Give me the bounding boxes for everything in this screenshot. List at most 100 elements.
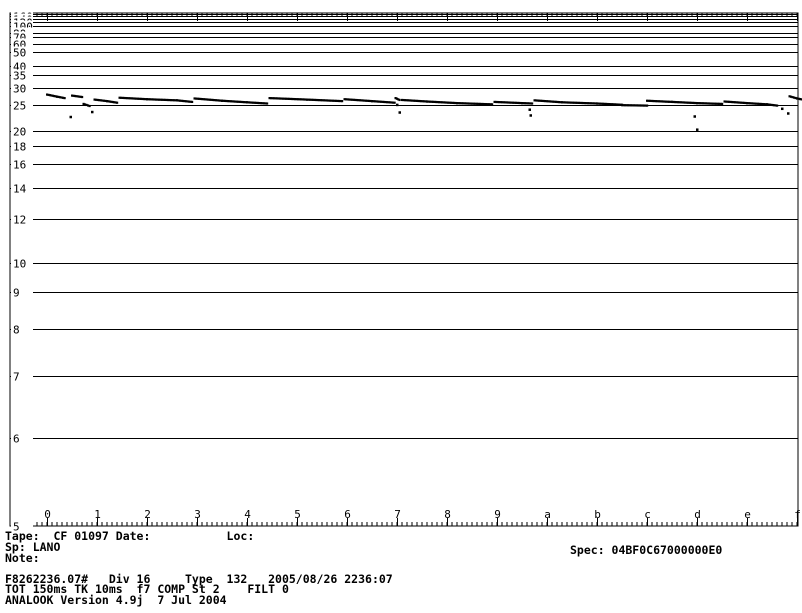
- data-point: [693, 101, 696, 105]
- data-point: [436, 100, 439, 104]
- y-label-bg: [11, 60, 33, 72]
- data-point: [50, 94, 53, 97]
- data-point: [286, 97, 289, 100]
- data-point: [465, 102, 468, 105]
- y-label-bg: [11, 140, 33, 152]
- data-point: [328, 99, 332, 102]
- data-point: [164, 98, 167, 101]
- data-point: [622, 104, 625, 107]
- data-point: [718, 102, 721, 105]
- data-point: [750, 102, 753, 105]
- x-tick-label: 0: [44, 508, 51, 521]
- data-point: [495, 100, 498, 104]
- data-point: [460, 102, 463, 105]
- data-point: [110, 100, 113, 103]
- data-point: [306, 98, 309, 101]
- data-point: [150, 98, 153, 101]
- data-point: [62, 96, 65, 99]
- data-point: [603, 102, 606, 105]
- data-point: [609, 103, 612, 106]
- data-point: [189, 100, 192, 103]
- data-point: [444, 101, 447, 104]
- data-point: [136, 97, 140, 100]
- y-label-bg: [11, 213, 33, 225]
- data-point: [180, 99, 183, 102]
- data-point: [682, 101, 685, 104]
- data-point: [746, 102, 749, 105]
- data-point: [466, 102, 469, 105]
- data-point: [389, 101, 392, 104]
- y-tick-label: 9: [13, 287, 20, 300]
- data-point: [688, 101, 691, 104]
- data-point: [72, 94, 75, 97]
- data-point: [756, 102, 759, 105]
- data-point: [156, 98, 159, 101]
- data-point: [402, 98, 405, 102]
- data-point: [250, 101, 253, 104]
- data-point: [226, 100, 230, 103]
- data-point: [229, 100, 233, 103]
- data-point: [570, 101, 573, 104]
- data-point: [322, 99, 325, 102]
- data-point: [550, 100, 553, 103]
- data-point: [504, 101, 507, 104]
- data-point: [285, 97, 288, 100]
- y-tick-label: 20: [13, 126, 26, 139]
- data-point: [252, 101, 255, 104]
- data-point: [539, 99, 542, 102]
- data-point: [132, 97, 135, 100]
- data-point: [788, 95, 791, 98]
- data-point: [345, 98, 348, 101]
- data-point: [174, 99, 177, 102]
- data-point: [111, 100, 114, 104]
- data-point: [118, 96, 121, 99]
- data-point: [755, 102, 758, 105]
- data-point: [195, 97, 198, 100]
- data-point: [355, 98, 358, 102]
- data-point: [411, 99, 414, 102]
- data-point: [635, 104, 638, 107]
- y-tick-label: 8: [13, 324, 20, 337]
- data-point: [48, 94, 52, 97]
- data-point: [561, 101, 564, 104]
- data-point: [82, 102, 85, 106]
- data-point: [774, 104, 777, 107]
- data-point: [135, 97, 138, 100]
- data-point: [659, 100, 662, 103]
- data-point: [457, 102, 460, 105]
- data-point: [553, 100, 556, 103]
- data-point: [517, 101, 521, 105]
- data-point: [155, 98, 158, 101]
- data-point: [207, 98, 210, 101]
- data-point: [703, 102, 706, 105]
- x-tick-label: 7: [394, 508, 401, 521]
- data-point: [621, 104, 624, 107]
- data-point: [270, 97, 273, 100]
- data-point: [196, 97, 199, 100]
- data-point: [685, 101, 688, 104]
- data-point: [217, 99, 221, 102]
- data-point: [498, 101, 501, 104]
- data-point: [81, 95, 84, 99]
- data-point: [95, 98, 98, 101]
- data-point: [183, 100, 186, 103]
- data-point: [625, 104, 628, 107]
- data-point: [647, 99, 650, 102]
- data-point: [596, 102, 599, 105]
- data-point: [477, 102, 480, 105]
- data-point: [149, 98, 152, 101]
- data-point: [481, 102, 485, 106]
- data-point: [354, 98, 357, 102]
- data-point: [108, 100, 112, 103]
- y-label-bg: [11, 31, 33, 43]
- data-point: [507, 101, 510, 104]
- data-point: [201, 97, 204, 101]
- data-point: [289, 97, 292, 101]
- data-point: [277, 97, 280, 100]
- y-label-bg: [11, 520, 33, 532]
- data-point: [139, 97, 143, 100]
- data-point: [98, 99, 101, 102]
- data-point: [776, 104, 779, 107]
- data-point: [337, 99, 341, 103]
- data-point: [319, 99, 322, 102]
